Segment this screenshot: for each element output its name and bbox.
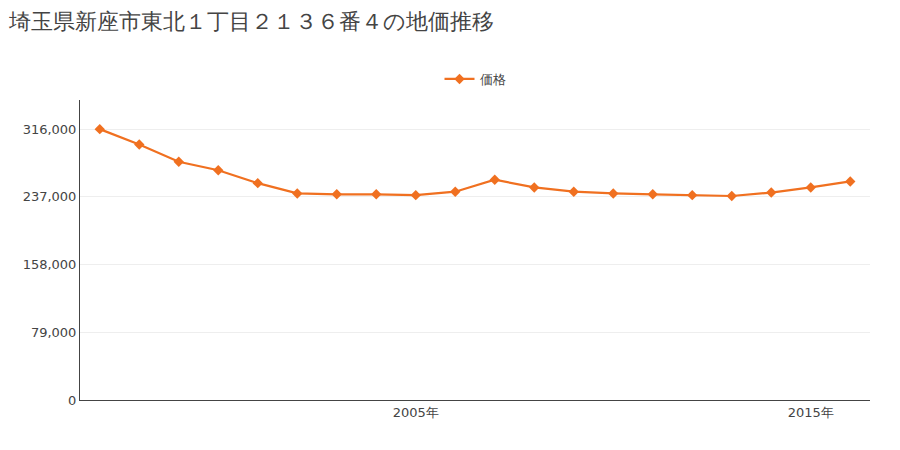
svg-text:237,000: 237,000: [23, 189, 77, 204]
svg-text:価格: 価格: [480, 72, 506, 87]
svg-text:79,000: 79,000: [31, 325, 77, 340]
svg-text:0: 0: [68, 393, 76, 408]
svg-text:316,000: 316,000: [23, 122, 77, 137]
svg-text:158,000: 158,000: [23, 257, 77, 272]
svg-text:2015年: 2015年: [788, 405, 834, 420]
svg-text:2005年: 2005年: [393, 405, 439, 420]
svg-text:埼玉県新座市東北１丁目２１３６番４の地価推移: 埼玉県新座市東北１丁目２１３６番４の地価推移: [8, 9, 494, 34]
